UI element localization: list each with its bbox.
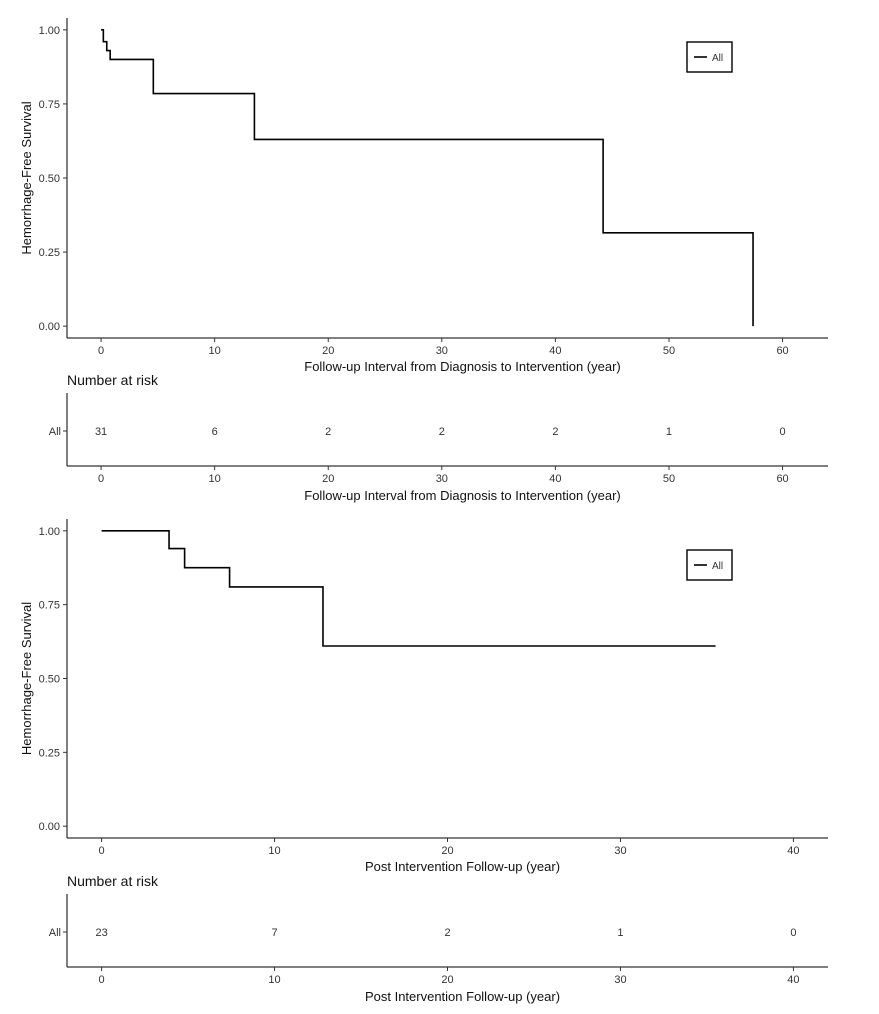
y-tick-label: 1.00 [39, 526, 60, 538]
y-tick-label: 0.50 [39, 674, 60, 686]
risk-x-tick-label: 50 [663, 473, 675, 485]
risk-table-title: Number at risk [67, 873, 159, 889]
risk-row-label: All [49, 426, 61, 438]
risk-x-tick-label: 0 [98, 473, 104, 485]
y-tick-label: 0.25 [39, 247, 60, 259]
risk-count: 7 [271, 927, 277, 939]
risk-x-tick-label: 20 [322, 473, 334, 485]
x-tick-label: 20 [441, 845, 453, 857]
risk-count: 1 [617, 927, 623, 939]
risk-count: 2 [325, 426, 331, 438]
risk-table-title: Number at risk [67, 372, 159, 388]
risk-x-tick-label: 30 [614, 974, 626, 986]
x-axis-title: Follow-up Interval from Diagnosis to Int… [304, 359, 620, 374]
x-tick-label: 20 [322, 345, 334, 357]
risk-count: 23 [95, 927, 107, 939]
risk-count: 2 [439, 426, 445, 438]
risk-count: 31 [95, 426, 107, 438]
survival-curve-all [101, 29, 754, 327]
risk-count: 1 [666, 426, 672, 438]
x-tick-label: 30 [614, 845, 626, 857]
risk-count: 0 [780, 426, 786, 438]
x-axis-title: Post Intervention Follow-up (year) [365, 859, 560, 874]
risk-x-tick-label: 40 [787, 974, 799, 986]
risk-x-tick-label: 10 [268, 974, 280, 986]
y-tick-label: 1.00 [39, 25, 60, 37]
km-panel-1: 0.000.250.500.751.000 10 20 30 40 50 60Hemorrh… [19, 18, 828, 503]
y-axis-title: Hemorrhage-Free Survival [19, 101, 34, 254]
risk-row-label: All [49, 927, 61, 939]
y-tick-label: 0.75 [39, 600, 60, 612]
legend: All [686, 549, 733, 581]
x-tick-label: 60 [776, 345, 788, 357]
x-tick-label: 0 [98, 345, 104, 357]
y-tick-label: 0.00 [39, 321, 60, 333]
risk-x-tick-label: 10 [209, 473, 221, 485]
y-tick-label: 0.00 [39, 821, 60, 833]
risk-x-tick-label: 20 [441, 974, 453, 986]
risk-x-tick-label: 40 [549, 473, 561, 485]
x-tick-label: 40 [787, 845, 799, 857]
risk-x-axis-title: Post Intervention Follow-up (year) [365, 989, 560, 1004]
x-tick-label: 10 [268, 845, 280, 857]
x-tick-label: 40 [549, 345, 561, 357]
risk-x-tick-label: 0 [99, 974, 105, 986]
risk-x-tick-label: 30 [436, 473, 448, 485]
x-tick-label: 10 [209, 345, 221, 357]
legend-label: All [712, 561, 723, 572]
risk-count: 0 [790, 927, 796, 939]
legend-label: All [712, 53, 723, 64]
y-tick-label: 0.75 [39, 99, 60, 111]
risk-x-axis-title: Follow-up Interval from Diagnosis to Int… [304, 488, 620, 503]
risk-x-tick-label: 60 [776, 473, 788, 485]
risk-count: 6 [212, 426, 218, 438]
risk-count: 2 [552, 426, 558, 438]
x-tick-label: 50 [663, 345, 675, 357]
survival-curve-all [101, 530, 716, 647]
risk-count: 2 [444, 927, 450, 939]
x-tick-label: 0 [99, 845, 105, 857]
legend-box [686, 549, 733, 581]
legend: All [686, 41, 733, 73]
y-tick-label: 0.50 [39, 173, 60, 185]
legend-box [686, 41, 733, 73]
x-tick-label: 30 [436, 345, 448, 357]
y-tick-label: 0.25 [39, 747, 60, 759]
y-axis-title: Hemorrhage-Free Survival [19, 602, 34, 755]
km-panel-2: 0.000.250.500.751.000 10 20 30 40Hemorrhage-… [19, 519, 828, 1004]
